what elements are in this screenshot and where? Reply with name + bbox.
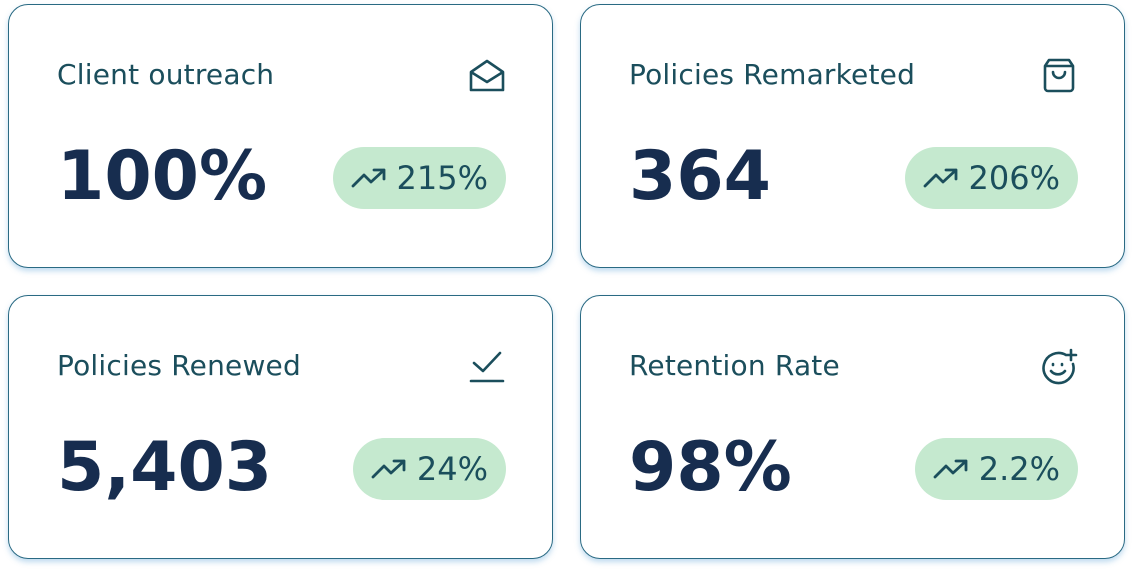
change-badge: 24% (352, 438, 506, 500)
kpi-card: Policies Remarketed 364 206% (580, 4, 1125, 268)
change-badge: 206% (904, 147, 1078, 209)
card-value: 364 (629, 137, 771, 216)
change-value: 215% (396, 159, 488, 197)
trend-icon (351, 168, 385, 188)
smile-icon (1042, 348, 1078, 385)
change-value: 24% (416, 450, 488, 488)
kpi-card: Policies Renewed 5,403 24% (8, 295, 553, 559)
kpi-card: Client outreach 100% 215% (8, 4, 553, 268)
card-title: Policies Renewed (57, 349, 301, 382)
card-title: Client outreach (57, 58, 275, 91)
card-value: 98% (629, 428, 792, 507)
trend-icon (933, 459, 968, 479)
card-value: 100% (57, 137, 268, 216)
change-value: 2.2% (978, 450, 1060, 488)
bag-icon (1043, 58, 1075, 93)
trend-icon (923, 168, 957, 188)
kpi-card: Retention Rate 98% 2.2% (580, 295, 1125, 559)
check-icon (469, 351, 505, 383)
card-title: Policies Remarketed (629, 58, 916, 91)
mail-icon (469, 59, 505, 92)
change-badge: 2.2% (914, 438, 1078, 500)
trend-icon (371, 459, 406, 479)
change-badge: 215% (332, 147, 506, 209)
card-value: 5,403 (57, 428, 273, 507)
change-value: 206% (968, 159, 1060, 197)
card-title: Retention Rate (629, 349, 840, 382)
